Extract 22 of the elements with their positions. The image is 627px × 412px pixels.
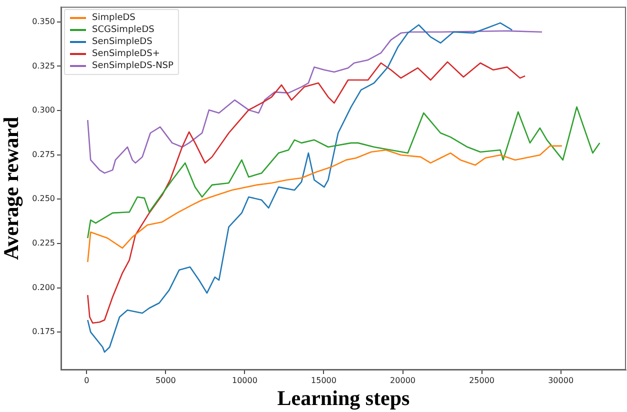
y-tick-label: 0.275 xyxy=(32,150,55,159)
legend-label: SenSimpleDS-NSP xyxy=(92,61,174,71)
y-tick-label: 0.350 xyxy=(32,16,55,26)
y-tick-label: 0.325 xyxy=(32,61,55,70)
y-tick-label: 0.250 xyxy=(32,194,55,204)
y-axis-title: Average reward xyxy=(0,116,24,260)
y-tick-label: 0.200 xyxy=(32,282,55,292)
x-tick-label: 30000 xyxy=(548,376,574,385)
x-tick-label: 0 xyxy=(84,376,90,385)
y-tick-label: 0.225 xyxy=(32,238,55,248)
y-tick-label: 0.175 xyxy=(32,327,55,336)
legend-label: SenSimpleDS+ xyxy=(92,49,160,59)
legend-label: SimpleDS xyxy=(92,13,136,23)
x-axis-title: Learning steps xyxy=(277,386,410,410)
y-tick-label: 0.300 xyxy=(32,106,55,115)
x-tick-label: 5000 xyxy=(156,376,176,385)
legend-label: SCGSimpleDS xyxy=(92,25,154,35)
legend-label: SenSimpleDS xyxy=(92,37,152,47)
x-tick-label: 15000 xyxy=(311,376,336,385)
x-tick-label: 10000 xyxy=(232,376,258,385)
x-tick-label: 20000 xyxy=(390,376,416,385)
x-tick-label: 25000 xyxy=(469,376,495,385)
